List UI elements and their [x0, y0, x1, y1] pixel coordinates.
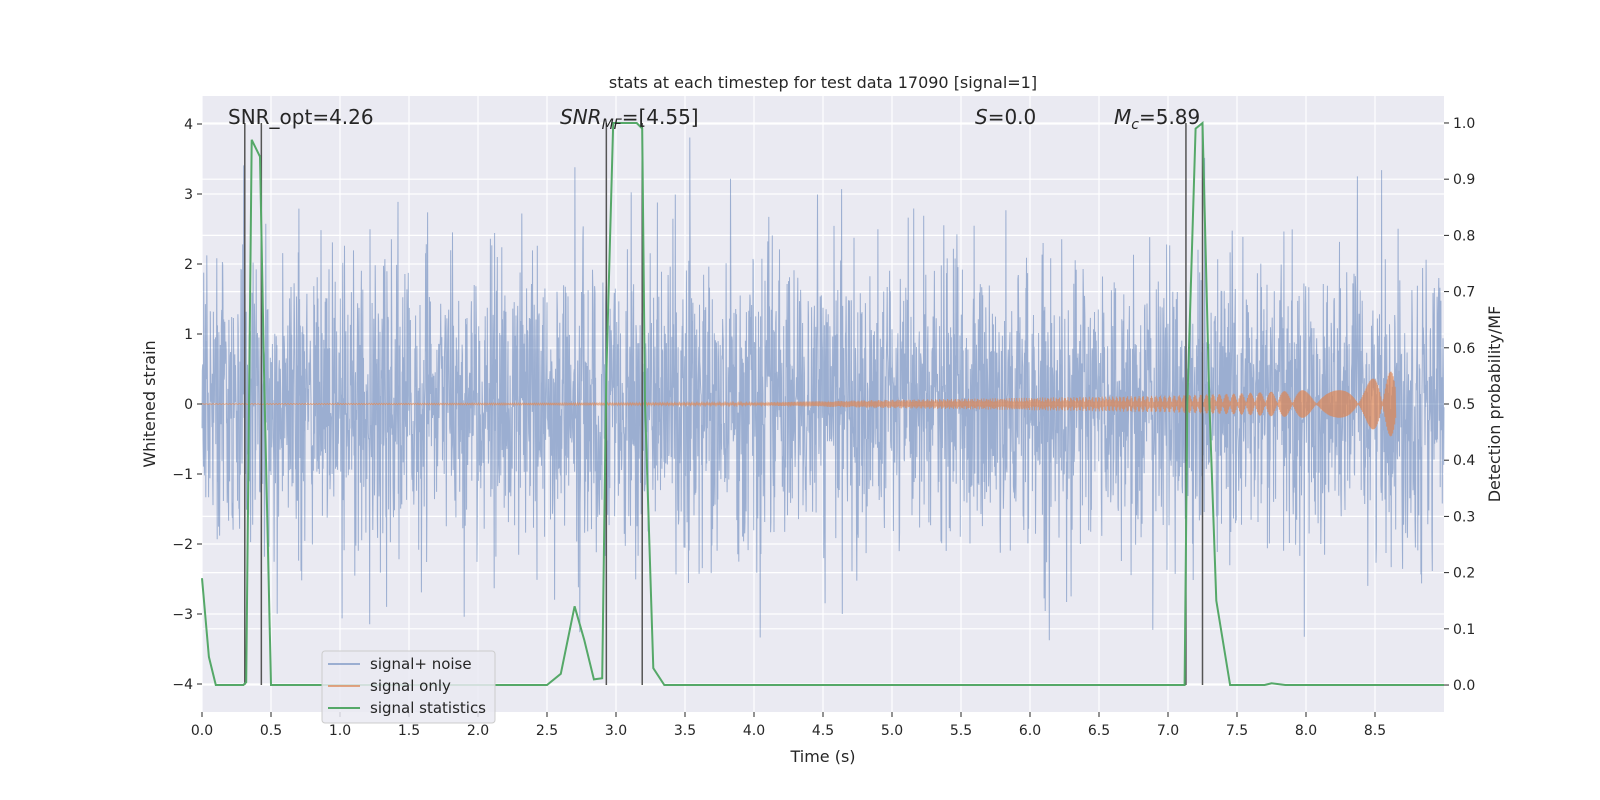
x-tick-label-12: 6.0: [1019, 723, 1041, 739]
annotation-snr-mf: SNRMF=[4.55]: [560, 105, 699, 133]
y-tick-label-7: −3: [172, 607, 193, 623]
x-tick-label-2: 1.0: [329, 723, 351, 739]
x-tick-label-15: 7.5: [1226, 723, 1248, 739]
x-tick-label-13: 6.5: [1088, 723, 1110, 739]
legend-label-signal-statistics: signal statistics: [370, 699, 486, 717]
y-tick-label-1: 3: [184, 187, 193, 203]
mc-value: =5.89: [1139, 105, 1200, 129]
x-tick-label-1: 0.5: [260, 723, 282, 739]
signal-only-line: [201, 371, 1397, 437]
x-tick-label-11: 5.5: [950, 723, 972, 739]
y2-tick-label-4: 0.6: [1453, 341, 1475, 357]
x-tick-label-9: 4.5: [812, 723, 834, 739]
legend: signal+ noise signal only signal statist…: [321, 650, 496, 724]
y2-tick-label-2: 0.8: [1453, 228, 1475, 244]
x-axis-label: Time (s): [789, 747, 855, 766]
y2-tick-label-7: 0.3: [1453, 509, 1475, 525]
x-tick-label-7: 3.5: [674, 723, 696, 739]
y-tick-label-6: −2: [172, 537, 193, 553]
x-tick-label-8: 4.0: [743, 723, 765, 739]
y2-tick-label-3: 0.7: [1453, 285, 1475, 301]
series-signal-statistics: [201, 120, 1444, 686]
legend-label-signal-noise: signal+ noise: [370, 655, 472, 673]
axis-ticks: 0.0 0.5 1.0 1.5 2.0 2.5 3.0 3.5 4.0 4.5 5.0 5.5 6.0 6…: [172, 116, 1475, 739]
y2-tick-label-8: 0.2: [1453, 566, 1475, 582]
y-tick-label-3: 1: [184, 327, 193, 343]
chart-title: stats at each timestep for test data 170…: [609, 73, 1037, 92]
legend-label-signal-only: signal only: [370, 677, 451, 695]
mc-sub: c: [1131, 117, 1139, 133]
x-tick-label-6: 3.0: [605, 723, 627, 739]
y2-tick-label-0: 1.0: [1453, 116, 1475, 132]
x-tick-label-4: 2.0: [467, 723, 489, 739]
y2-tick-label-9: 0.1: [1453, 622, 1475, 638]
y-tick-label-4: 0: [184, 397, 193, 413]
snr-mf-sub: MF: [602, 117, 623, 133]
annotation-mc: Mc=5.89: [1114, 105, 1200, 133]
series-signal-noise: [201, 137, 1445, 641]
y-tick-label-8: −4: [172, 677, 193, 693]
y2-tick-label-5: 0.5: [1453, 397, 1475, 413]
annotation-s: S=0.0: [975, 105, 1036, 129]
x-tick-label-16: 8.0: [1295, 723, 1317, 739]
y-tick-label-2: 2: [184, 257, 193, 273]
x-tick-label-0: 0.0: [191, 723, 213, 739]
y2-tick-label-10: 0.0: [1453, 678, 1475, 694]
y2-axis-label: Detection probability/MF: [1485, 306, 1504, 503]
y-tick-label-5: −1: [172, 467, 193, 483]
legend-box: [321, 650, 496, 724]
y-axis-label: Whitened strain: [140, 340, 159, 467]
series-signal-only: [201, 371, 1397, 437]
s-symbol: S: [975, 105, 988, 129]
x-tick-label-10: 5.0: [881, 723, 903, 739]
snr-mf-value: =[4.55]: [622, 105, 699, 129]
y-tick-label-0: 4: [184, 117, 193, 133]
signal-noise-line: [201, 137, 1445, 641]
y2-tick-label-1: 0.9: [1453, 172, 1475, 188]
x-tick-label-14: 7.0: [1157, 723, 1179, 739]
annotation-snr-opt: SNR_opt=4.26: [228, 105, 374, 129]
snr-mf-base: SNR: [560, 105, 602, 129]
signal-statistics-line: [201, 120, 1444, 686]
mc-symbol: M: [1114, 105, 1131, 129]
s-value: =0.0: [988, 105, 1037, 129]
x-tick-label-17: 8.5: [1364, 723, 1386, 739]
x-tick-label-5: 2.5: [536, 723, 558, 739]
x-tick-label-3: 1.5: [398, 723, 420, 739]
y2-tick-label-6: 0.4: [1453, 453, 1475, 469]
